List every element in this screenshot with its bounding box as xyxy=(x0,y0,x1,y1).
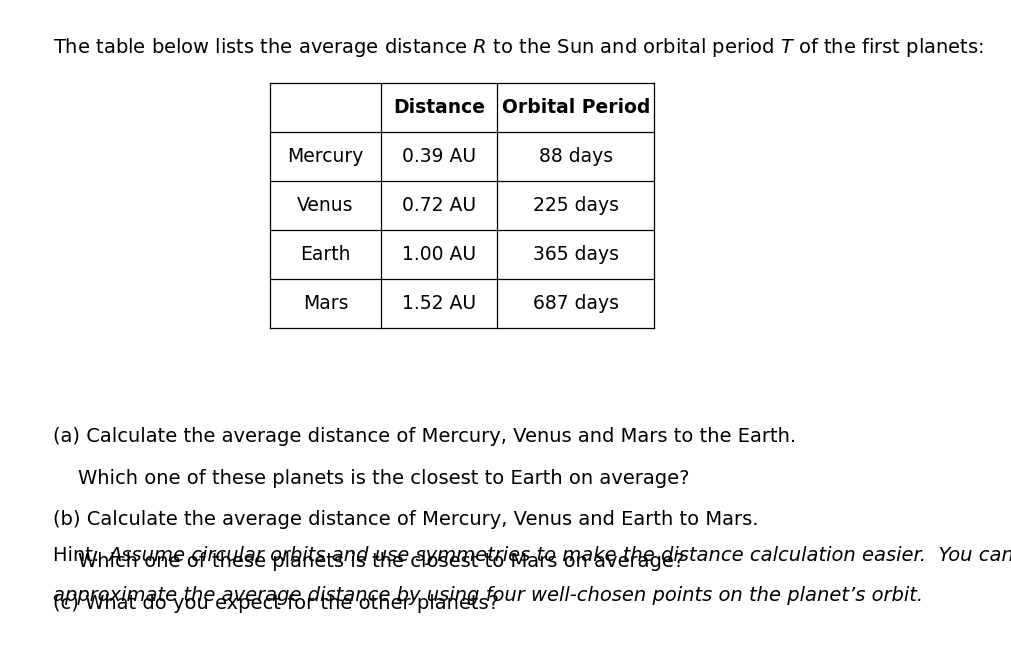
Text: (a) Calculate the average distance of Mercury, Venus and Mars to the Earth.: (a) Calculate the average distance of Me… xyxy=(53,427,796,446)
Text: Which one of these planets is the closest to Mars on average?: Which one of these planets is the closes… xyxy=(53,552,683,571)
Text: Orbital Period: Orbital Period xyxy=(501,98,650,117)
Text: 1.52 AU: 1.52 AU xyxy=(402,294,476,312)
Text: (c) What do you expect for the other planets?: (c) What do you expect for the other pla… xyxy=(53,594,498,613)
Text: 365 days: 365 days xyxy=(533,245,619,263)
Text: The table below lists the average distance $R$ to the Sun and orbital period $T$: The table below lists the average distan… xyxy=(53,36,984,60)
Text: 0.39 AU: 0.39 AU xyxy=(402,147,476,166)
Text: Assume circular orbits and use symmetries to make the distance calculation easie: Assume circular orbits and use symmetrie… xyxy=(108,546,1011,565)
Text: (b) Calculate the average distance of Mercury, Venus and Earth to Mars.: (b) Calculate the average distance of Me… xyxy=(53,510,758,530)
Text: 0.72 AU: 0.72 AU xyxy=(402,196,476,214)
Text: 1.00 AU: 1.00 AU xyxy=(402,245,476,263)
Text: Mars: Mars xyxy=(302,294,349,312)
Text: 687 days: 687 days xyxy=(533,294,619,312)
Text: Which one of these planets is the closest to Earth on average?: Which one of these planets is the closes… xyxy=(53,469,690,488)
Text: Hint:: Hint: xyxy=(53,546,105,565)
Text: Distance: Distance xyxy=(393,98,485,117)
Text: Mercury: Mercury xyxy=(287,147,364,166)
Text: 225 days: 225 days xyxy=(533,196,619,214)
Text: approximate the average distance by using four well-chosen points on the planet’: approximate the average distance by usin… xyxy=(53,586,923,605)
Text: Earth: Earth xyxy=(300,245,351,263)
Text: Venus: Venus xyxy=(297,196,354,214)
Text: 88 days: 88 days xyxy=(539,147,613,166)
